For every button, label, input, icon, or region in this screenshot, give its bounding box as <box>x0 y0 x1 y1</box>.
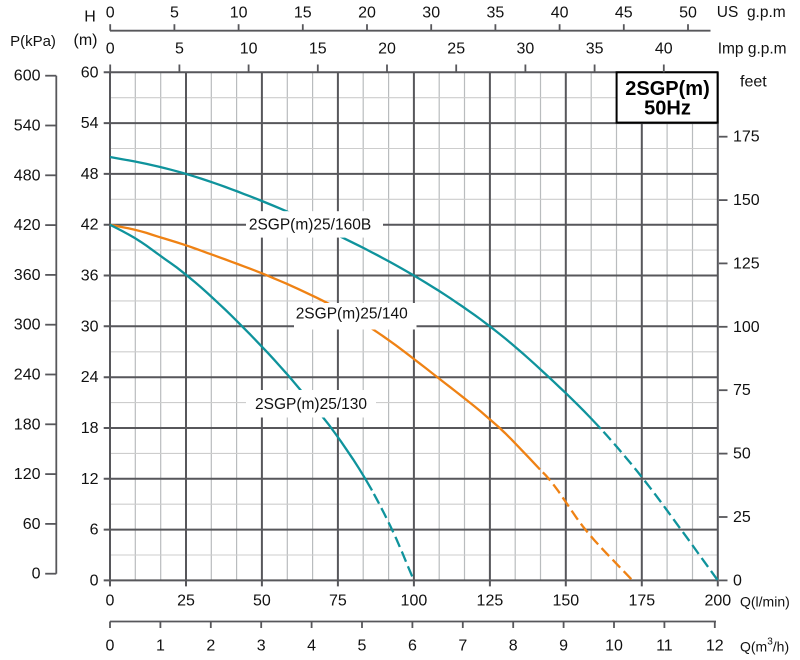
svg-text:25: 25 <box>733 509 751 526</box>
svg-text:45: 45 <box>615 5 633 22</box>
svg-text:10: 10 <box>240 41 258 58</box>
svg-text:50Hz: 50Hz <box>644 98 691 120</box>
svg-text:60: 60 <box>23 516 41 533</box>
svg-text:40: 40 <box>655 41 673 58</box>
svg-text:175: 175 <box>733 129 760 146</box>
svg-text:7: 7 <box>458 638 467 655</box>
svg-text:200: 200 <box>704 593 731 610</box>
svg-text:150: 150 <box>552 593 579 610</box>
svg-text:240: 240 <box>14 367 41 384</box>
svg-text:6: 6 <box>408 638 417 655</box>
svg-text:H: H <box>84 9 96 26</box>
svg-text:40: 40 <box>551 5 569 22</box>
svg-text:2SGP(m)25/130: 2SGP(m)25/130 <box>255 396 367 413</box>
svg-text:11: 11 <box>656 638 673 655</box>
svg-text:20: 20 <box>358 5 376 22</box>
svg-text:18: 18 <box>81 420 99 437</box>
svg-text:Q(l/min): Q(l/min) <box>740 594 790 610</box>
svg-text:2SGP(m)25/140: 2SGP(m)25/140 <box>296 306 408 323</box>
svg-text:9: 9 <box>559 638 568 655</box>
svg-text:5: 5 <box>175 41 184 58</box>
svg-text:10: 10 <box>230 5 248 22</box>
svg-text:50: 50 <box>679 5 697 22</box>
svg-text:75: 75 <box>329 593 347 610</box>
svg-text:50: 50 <box>733 446 751 463</box>
svg-text:12: 12 <box>706 638 724 655</box>
svg-text:30: 30 <box>517 41 535 58</box>
svg-text:175: 175 <box>628 593 655 610</box>
svg-text:42: 42 <box>81 217 99 234</box>
svg-text:US g.p.m: US g.p.m <box>717 4 786 21</box>
svg-text:10: 10 <box>605 638 623 655</box>
svg-text:35: 35 <box>586 41 604 58</box>
svg-text:25: 25 <box>177 593 195 610</box>
svg-text:54: 54 <box>81 115 99 132</box>
svg-text:600: 600 <box>14 68 41 85</box>
svg-text:300: 300 <box>14 317 41 334</box>
svg-text:5: 5 <box>358 638 367 655</box>
svg-text:540: 540 <box>14 118 41 135</box>
svg-text:0: 0 <box>90 572 99 589</box>
svg-text:480: 480 <box>14 167 41 184</box>
svg-text:0: 0 <box>733 572 742 589</box>
svg-text:30: 30 <box>422 5 440 22</box>
svg-text:(m): (m) <box>74 32 98 49</box>
svg-text:0: 0 <box>106 5 115 22</box>
svg-text:feet: feet <box>740 74 767 91</box>
svg-text:360: 360 <box>14 267 41 284</box>
svg-text:P(kPa): P(kPa) <box>10 33 56 50</box>
svg-text:24: 24 <box>81 369 99 386</box>
svg-text:15: 15 <box>294 5 312 22</box>
svg-text:6: 6 <box>90 522 99 539</box>
svg-text:3: 3 <box>257 638 266 655</box>
svg-text:30: 30 <box>81 318 99 335</box>
svg-text:Q(m3/h): Q(m3/h) <box>740 636 789 655</box>
svg-text:420: 420 <box>14 217 41 234</box>
svg-text:0: 0 <box>106 638 115 655</box>
svg-text:48: 48 <box>81 166 99 183</box>
svg-text:2SGP(m): 2SGP(m) <box>625 78 709 100</box>
svg-text:20: 20 <box>378 41 396 58</box>
svg-text:Imp g.p.m: Imp g.p.m <box>718 41 787 58</box>
svg-text:35: 35 <box>487 5 505 22</box>
svg-text:1: 1 <box>156 638 165 655</box>
svg-text:25: 25 <box>447 41 465 58</box>
svg-text:0: 0 <box>32 566 41 583</box>
svg-text:120: 120 <box>14 466 41 483</box>
svg-text:100: 100 <box>401 593 428 610</box>
svg-text:50: 50 <box>253 593 271 610</box>
svg-text:36: 36 <box>81 268 99 285</box>
svg-text:2SGP(m)25/160B: 2SGP(m)25/160B <box>249 216 371 233</box>
svg-text:5: 5 <box>170 5 179 22</box>
svg-text:125: 125 <box>477 593 504 610</box>
svg-text:180: 180 <box>14 416 41 433</box>
svg-text:75: 75 <box>733 382 751 399</box>
svg-text:2: 2 <box>206 638 215 655</box>
svg-text:100: 100 <box>733 319 760 336</box>
svg-text:15: 15 <box>309 41 327 58</box>
svg-text:150: 150 <box>733 192 760 209</box>
svg-text:12: 12 <box>81 471 99 488</box>
svg-text:0: 0 <box>106 41 115 58</box>
svg-text:60: 60 <box>81 64 99 81</box>
svg-text:125: 125 <box>733 255 760 272</box>
svg-text:0: 0 <box>106 593 115 610</box>
svg-text:4: 4 <box>307 638 316 655</box>
svg-text:8: 8 <box>509 638 518 655</box>
